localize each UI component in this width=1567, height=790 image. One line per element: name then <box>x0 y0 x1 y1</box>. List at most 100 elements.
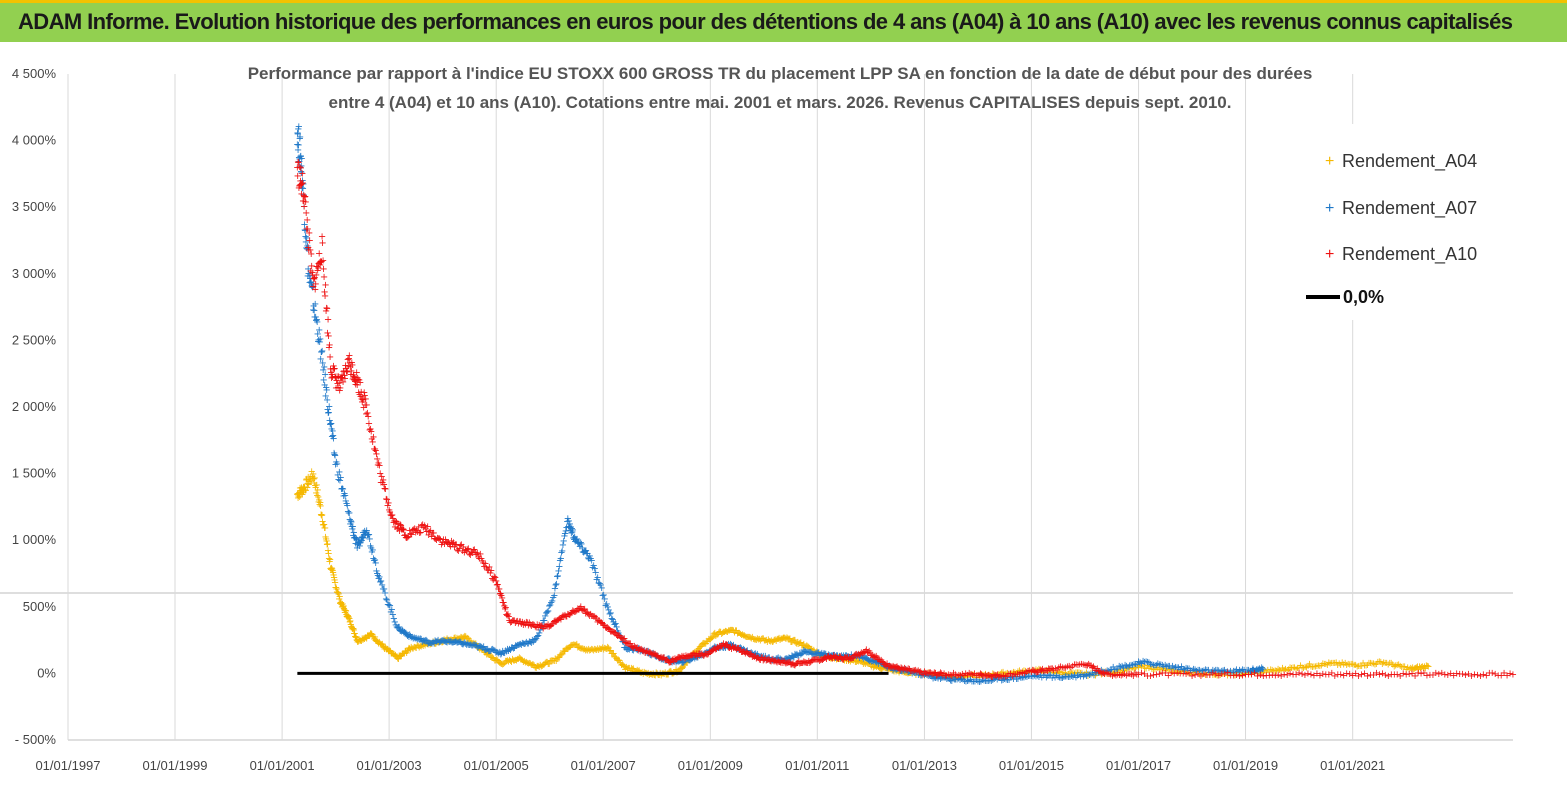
data-point: + <box>782 634 790 645</box>
data-point: + <box>329 431 337 442</box>
data-point: + <box>794 637 802 648</box>
data-point: + <box>941 670 949 681</box>
data-point: + <box>317 511 325 522</box>
data-point: + <box>415 643 423 654</box>
data-point: + <box>511 655 519 666</box>
data-point: + <box>304 264 312 275</box>
data-point: + <box>337 484 345 495</box>
x-tick-label: 01/01/2017 <box>1106 758 1171 773</box>
data-point: + <box>1371 660 1379 671</box>
data-point: + <box>1003 668 1011 679</box>
data-point: + <box>1048 666 1056 677</box>
data-point: + <box>879 663 887 674</box>
data-point: + <box>536 660 544 671</box>
data-point: + <box>1136 660 1144 671</box>
data-point: + <box>909 667 917 678</box>
data-point: + <box>742 632 750 643</box>
data-point: + <box>1168 667 1176 678</box>
data-point: + <box>731 626 739 637</box>
data-point: + <box>329 568 337 579</box>
data-point: + <box>809 647 817 658</box>
data-point: + <box>902 668 910 679</box>
data-point: + <box>1030 667 1038 678</box>
data-point: + <box>682 658 690 669</box>
data-point: + <box>1112 666 1120 677</box>
data-point: + <box>602 643 610 654</box>
data-point: + <box>719 627 727 638</box>
data-point: + <box>314 329 322 340</box>
data-point: + <box>993 670 1001 681</box>
data-point: + <box>341 605 349 616</box>
data-point: + <box>1000 670 1008 681</box>
data-point: + <box>1035 664 1043 675</box>
data-point: + <box>1226 668 1234 679</box>
data-point: + <box>878 664 886 675</box>
data-point: + <box>1100 669 1108 680</box>
data-point: + <box>357 636 365 647</box>
data-point: + <box>793 639 801 650</box>
data-point: + <box>330 448 338 459</box>
data-point: + <box>1078 668 1086 679</box>
data-point: + <box>417 642 425 653</box>
data-point: + <box>1060 667 1068 678</box>
data-point: + <box>353 635 361 646</box>
data-point: + <box>960 672 968 683</box>
data-point: + <box>1368 659 1376 670</box>
data-point: + <box>438 637 446 648</box>
data-point: + <box>310 478 318 489</box>
data-point: + <box>349 623 357 634</box>
data-point: + <box>1164 664 1172 675</box>
data-point: + <box>666 666 674 677</box>
data-point: + <box>1423 661 1431 672</box>
data-point: + <box>1380 657 1388 668</box>
data-point: + <box>446 635 454 646</box>
data-point: + <box>1402 665 1410 676</box>
data-point: + <box>322 536 330 547</box>
data-point: + <box>400 649 408 660</box>
data-point: + <box>554 652 562 663</box>
data-point: + <box>720 627 728 638</box>
data-point: + <box>1122 665 1130 676</box>
data-point: + <box>352 632 360 643</box>
data-point: + <box>712 631 720 642</box>
data-point: + <box>847 655 855 666</box>
data-point: + <box>359 635 367 646</box>
data-point: + <box>587 645 595 656</box>
data-point: + <box>987 671 995 682</box>
data-point: + <box>1331 658 1339 669</box>
data-point: + <box>1346 660 1354 671</box>
data-point: + <box>784 633 792 644</box>
data-point: + <box>950 673 958 684</box>
data-point: + <box>965 670 973 681</box>
data-point: + <box>422 638 430 649</box>
data-point: + <box>875 663 883 674</box>
data-point: + <box>1085 670 1093 681</box>
data-point: + <box>298 489 306 500</box>
data-point: + <box>318 516 326 527</box>
data-point: + <box>385 645 393 656</box>
data-point: + <box>692 648 700 659</box>
data-point: + <box>374 638 382 649</box>
data-point: + <box>989 668 997 679</box>
data-point: + <box>781 633 789 644</box>
data-point: + <box>335 467 343 478</box>
data-point: + <box>812 648 820 659</box>
data-point: + <box>1317 661 1325 672</box>
data-point: + <box>1369 658 1377 669</box>
data-point: + <box>1363 660 1371 671</box>
data-point: + <box>418 640 426 651</box>
data-point: + <box>832 655 840 666</box>
data-point: + <box>746 633 754 644</box>
data-point: + <box>394 654 402 665</box>
data-point: + <box>306 277 314 288</box>
data-point: + <box>1313 661 1321 672</box>
data-point: + <box>846 656 854 667</box>
data-point: + <box>1237 670 1245 681</box>
data-point: + <box>354 636 362 647</box>
data-point: + <box>299 178 307 189</box>
data-point: + <box>550 656 558 667</box>
data-point: + <box>780 632 788 643</box>
data-point: + <box>480 645 488 656</box>
data-point: + <box>774 634 782 645</box>
data-point: + <box>756 636 764 647</box>
